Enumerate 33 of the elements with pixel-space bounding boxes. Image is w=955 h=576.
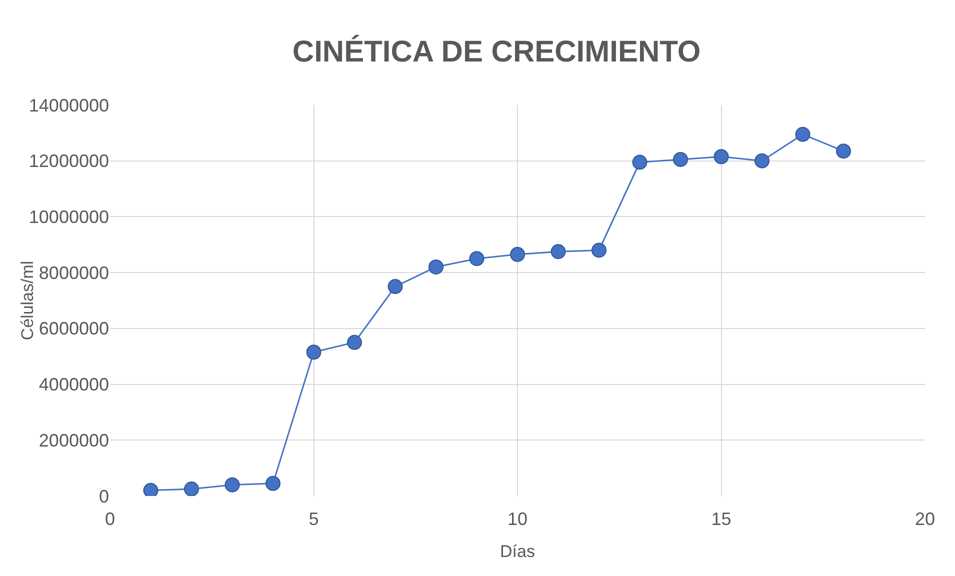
point [550, 244, 566, 260]
point [469, 251, 484, 266]
x-tick-label: 20 [914, 509, 936, 529]
x-tick-label: 15 [711, 509, 732, 529]
point [714, 149, 729, 164]
y-tick-label: 12000000 [28, 151, 109, 172]
y-axis-title: Células/ml [18, 260, 37, 340]
point [836, 144, 851, 159]
y-tick-label: 2000000 [38, 430, 109, 450]
point [224, 477, 240, 492]
point [306, 344, 322, 360]
y-tick-label: 10000000 [28, 207, 109, 228]
point [184, 482, 199, 496]
y-tick-label: 6000000 [38, 318, 109, 339]
x-axis-title: Días [500, 542, 535, 561]
point [388, 279, 403, 294]
point [428, 259, 444, 274]
point [347, 334, 362, 350]
y-tick-label: 4000000 [38, 374, 109, 395]
point [795, 126, 810, 142]
point [510, 246, 525, 262]
point [592, 242, 606, 258]
x-tick-label: 10 [507, 509, 528, 529]
x-tick-label: 5 [308, 509, 319, 529]
point [754, 153, 770, 168]
y-tick-label: 14000000 [28, 95, 109, 116]
point [143, 482, 158, 496]
chart-title: CINÉTICA DE CRECIMIENTO [292, 34, 701, 68]
y-tick-label: 8000000 [38, 262, 109, 283]
point [632, 154, 648, 170]
y-tick-label: 0 [98, 486, 109, 506]
point [266, 476, 280, 491]
point [673, 152, 688, 167]
